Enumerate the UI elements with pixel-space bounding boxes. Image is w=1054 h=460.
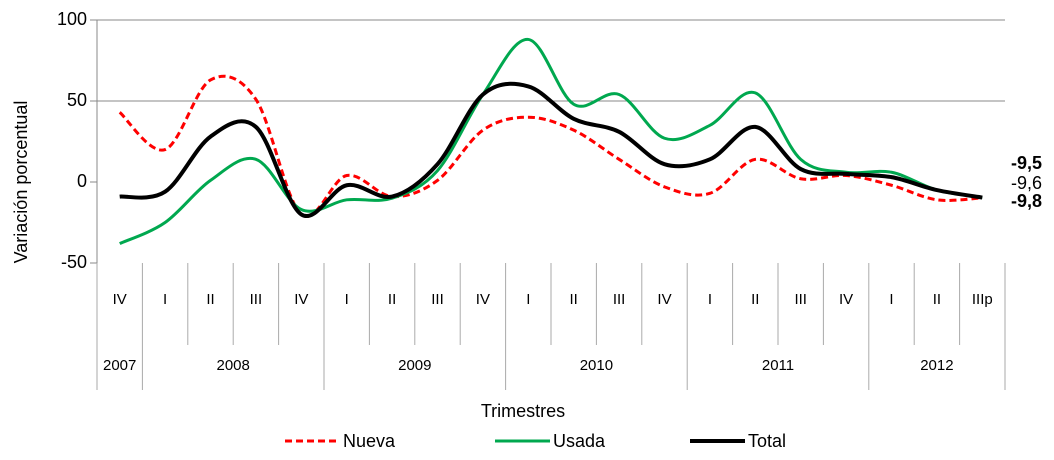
y-tick-label: 50 bbox=[67, 90, 87, 110]
x-tick-label: II bbox=[206, 291, 214, 308]
value-label: -9,8 bbox=[1011, 191, 1042, 211]
year-label: 2009 bbox=[398, 357, 431, 374]
y-tick-label: 100 bbox=[57, 9, 87, 29]
x-tick-label: III bbox=[613, 291, 626, 308]
x-tick-label: III bbox=[431, 291, 444, 308]
legend-label: Nueva bbox=[343, 431, 396, 451]
y-tick-label: 0 bbox=[77, 171, 87, 191]
x-tick-label: III bbox=[794, 291, 807, 308]
y-axis-title: Variación porcentual bbox=[11, 101, 31, 264]
x-axis-title: Trimestres bbox=[481, 401, 565, 421]
x-tick-label: IV bbox=[839, 291, 853, 308]
x-tick-label: IV bbox=[476, 291, 490, 308]
year-label: 2012 bbox=[920, 357, 953, 374]
x-tick-label: IV bbox=[294, 291, 308, 308]
year-label: 2007 bbox=[103, 357, 136, 374]
value-label: -9,5 bbox=[1011, 153, 1042, 173]
legend-label: Usada bbox=[553, 431, 606, 451]
x-tick-label: I bbox=[889, 291, 893, 308]
x-tick-label: IIIp bbox=[972, 291, 993, 308]
legend-label: Total bbox=[748, 431, 786, 451]
x-tick-label: I bbox=[345, 291, 349, 308]
x-tick-label: IV bbox=[113, 291, 127, 308]
x-tick-label: II bbox=[933, 291, 941, 308]
series-line bbox=[118, 74, 983, 218]
year-label: 2010 bbox=[580, 357, 613, 374]
year-label: 2011 bbox=[762, 357, 794, 374]
series-line bbox=[119, 37, 983, 245]
x-tick-label: I bbox=[526, 291, 530, 308]
x-tick-label: IV bbox=[657, 291, 671, 308]
x-tick-label: II bbox=[751, 291, 759, 308]
y-tick-label: -50 bbox=[61, 252, 87, 272]
x-tick-label: I bbox=[163, 291, 167, 308]
x-tick-label: III bbox=[250, 291, 263, 308]
series-line bbox=[119, 81, 983, 219]
x-tick-label: I bbox=[708, 291, 712, 308]
x-tick-label: II bbox=[570, 291, 578, 308]
x-tick-label: II bbox=[388, 291, 396, 308]
year-label: 2008 bbox=[217, 357, 250, 374]
value-label: -9,6 bbox=[1011, 173, 1042, 193]
